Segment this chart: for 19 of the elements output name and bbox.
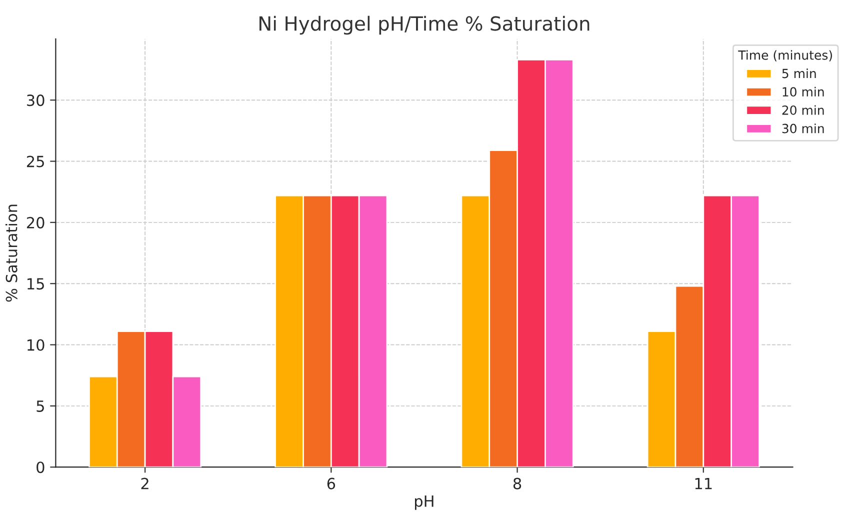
x-tick-label: 8 <box>513 478 522 490</box>
y-tick-label: 15 <box>28 278 44 290</box>
y-tick-label: 25 <box>26 156 44 168</box>
x-tick-label: 2 <box>141 478 148 490</box>
y-axis-title: % Saturation <box>6 204 18 302</box>
y-tick-label: 0 <box>36 462 44 474</box>
y-tick-label: 20 <box>26 216 44 228</box>
legend-label: 20 min <box>782 105 824 115</box>
legend-label: 10 min <box>782 86 824 97</box>
x-axis-title: pH <box>415 496 434 510</box>
x-tick-label: 6 <box>327 478 336 490</box>
y-tick-label: 5 <box>36 400 44 412</box>
y-tick-label: 10 <box>28 339 44 351</box>
chart-title: Ni Hydrogel pH/Time % Saturation <box>260 16 590 35</box>
legend-title: Time (minutes) <box>738 50 832 62</box>
x-tick-label: 11 <box>695 478 712 490</box>
legend-label: 30 min <box>782 124 824 134</box>
legend-label: 5 min <box>782 68 816 78</box>
y-tick-label: 30 <box>27 94 44 106</box>
